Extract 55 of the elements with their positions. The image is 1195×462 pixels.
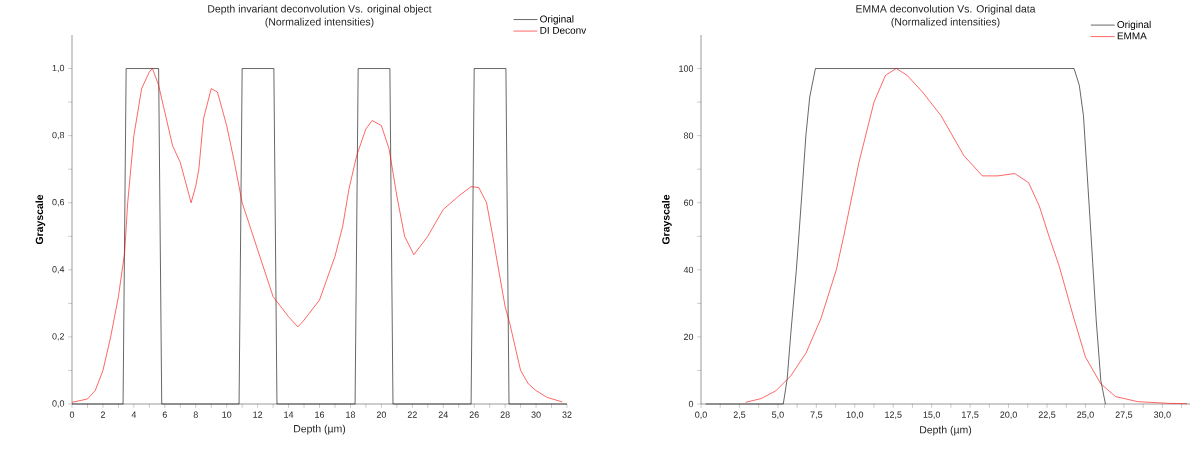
- x-tick-label: 22: [407, 411, 417, 418]
- legend-label: EMMA: [1117, 32, 1147, 40]
- x-tick-label: 4: [131, 411, 137, 418]
- x-tick-label: 0,0: [695, 411, 707, 419]
- x-tick-label: 15,0: [923, 411, 941, 419]
- y-tick-label: 20: [683, 333, 694, 341]
- x-tick-label: 16: [315, 411, 325, 418]
- y-tick-label: 0: [688, 400, 694, 408]
- line-series: [745, 68, 1188, 404]
- y-tick-label: 0,4: [52, 266, 65, 274]
- y-tick-label: 100: [679, 65, 694, 72]
- x-tick-label: 22,5: [1038, 411, 1056, 419]
- legend-label: Original: [1117, 20, 1151, 31]
- x-tick-label: 6: [162, 411, 167, 418]
- x-tick-label: 7,5: [810, 411, 823, 419]
- x-tick-label: 17,5: [962, 411, 979, 419]
- x-tick-label: 12,5: [885, 411, 902, 419]
- y-tick-label: 0,6: [52, 199, 65, 207]
- y-tick-label: 0,2: [52, 333, 65, 341]
- chart-subtitle: (Normalized intensities): [265, 17, 374, 28]
- x-tick-label: 27,5: [1115, 411, 1133, 419]
- x-tick-label: 24: [438, 411, 448, 418]
- y-tick-label: 0,0: [52, 400, 65, 408]
- x-tick-label: 30: [531, 411, 541, 418]
- x-tick-label: 0: [69, 411, 75, 418]
- x-tick-label: 10,0: [846, 411, 864, 419]
- x-tick-label: 12: [253, 411, 263, 418]
- y-axis-title: Grayscale: [661, 194, 672, 245]
- x-tick-label: 30,0: [1153, 411, 1171, 419]
- x-tick-label: 32: [562, 411, 572, 418]
- x-tick-label: 20,0: [1000, 411, 1017, 419]
- y-tick-label: 1,0: [52, 64, 65, 73]
- chart-title: EMMA deconvolution Vs. Original data: [856, 4, 1036, 15]
- chart-title: Depth invariant deconvolution Vs. original object: [208, 4, 432, 15]
- x-tick-label: 2: [100, 411, 105, 418]
- legend-label: Original: [540, 15, 574, 25]
- x-axis-title: Depth (µm): [920, 425, 972, 436]
- y-axis-title: Grayscale: [35, 194, 46, 245]
- x-tick-label: 10: [222, 411, 232, 418]
- y-tick-label: 60: [683, 199, 694, 206]
- chart-subtitle: (Normalized intensities): [891, 17, 1000, 28]
- x-axis-title: Depth (µm): [294, 424, 346, 435]
- y-tick-label: 0,8: [52, 131, 65, 140]
- x-tick-label: 26: [469, 411, 479, 418]
- y-tick-label: 80: [683, 132, 694, 139]
- y-tick-label: 40: [683, 266, 694, 273]
- x-tick-label: 25,0: [1077, 411, 1094, 419]
- x-tick-label: 8: [193, 411, 198, 418]
- x-tick-label: 2,5: [733, 411, 746, 419]
- x-tick-label: 18: [346, 411, 356, 418]
- x-tick-label: 14: [284, 411, 294, 418]
- x-tick-label: 28: [500, 411, 510, 418]
- x-tick-label: 20: [376, 411, 387, 418]
- legend-label: DI Deconv: [540, 26, 587, 34]
- x-tick-label: 5,0: [772, 411, 784, 419]
